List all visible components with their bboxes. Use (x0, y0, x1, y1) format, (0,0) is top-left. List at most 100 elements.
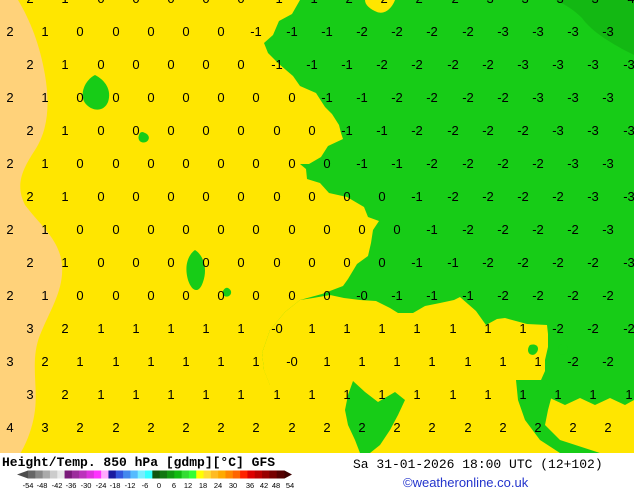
svg-text:1: 1 (343, 387, 350, 402)
svg-text:1: 1 (182, 354, 189, 369)
svg-text:1: 1 (61, 255, 68, 270)
svg-text:-2: -2 (462, 24, 474, 39)
svg-text:-2: -2 (411, 57, 423, 72)
svg-text:0: 0 (132, 255, 139, 270)
svg-text:-2: -2 (602, 354, 614, 369)
svg-text:0: 0 (308, 123, 315, 138)
svg-text:0: 0 (167, 189, 174, 204)
svg-text:-2: -2 (376, 0, 388, 6)
svg-text:-3: -3 (567, 90, 579, 105)
svg-text:-48: -48 (37, 481, 48, 489)
svg-text:2: 2 (61, 387, 68, 402)
svg-text:0: 0 (202, 57, 209, 72)
svg-text:1: 1 (378, 387, 385, 402)
svg-text:-0: -0 (271, 321, 283, 336)
svg-text:0: 0 (252, 288, 259, 303)
svg-text:2: 2 (6, 24, 13, 39)
svg-text:-2: -2 (391, 90, 403, 105)
svg-text:-2: -2 (497, 156, 509, 171)
svg-text:-1: -1 (306, 0, 318, 6)
svg-text:0: 0 (217, 222, 224, 237)
svg-text:3: 3 (41, 420, 48, 435)
svg-text:0: 0 (237, 57, 244, 72)
svg-text:1: 1 (237, 321, 244, 336)
svg-text:-0: -0 (356, 288, 368, 303)
svg-text:1: 1 (61, 0, 68, 6)
svg-text:0: 0 (76, 90, 83, 105)
svg-text:30: 30 (229, 481, 237, 489)
svg-text:-2: -2 (462, 156, 474, 171)
svg-text:1: 1 (519, 321, 526, 336)
svg-text:-2: -2 (567, 354, 579, 369)
svg-text:-2: -2 (447, 0, 459, 6)
svg-text:1: 1 (167, 321, 174, 336)
svg-text:-1: -1 (411, 189, 423, 204)
svg-text:0: 0 (132, 123, 139, 138)
svg-text:1: 1 (41, 90, 48, 105)
svg-text:0: 0 (182, 288, 189, 303)
svg-text:0: 0 (167, 123, 174, 138)
svg-text:-2: -2 (426, 90, 438, 105)
svg-text:-2: -2 (602, 288, 614, 303)
svg-text:0: 0 (323, 222, 330, 237)
svg-text:1: 1 (202, 321, 209, 336)
svg-text:1: 1 (273, 387, 280, 402)
svg-text:0: 0 (97, 189, 104, 204)
svg-text:0: 0 (393, 222, 400, 237)
svg-text:0: 0 (97, 57, 104, 72)
svg-text:0: 0 (237, 123, 244, 138)
svg-text:0: 0 (97, 123, 104, 138)
svg-text:-3: -3 (532, 90, 544, 105)
svg-text:-1: -1 (391, 288, 403, 303)
svg-text:-3: -3 (517, 57, 529, 72)
svg-text:1: 1 (308, 387, 315, 402)
svg-text:-1: -1 (271, 0, 283, 6)
svg-text:2: 2 (428, 420, 435, 435)
svg-text:0: 0 (167, 255, 174, 270)
svg-text:-3: -3 (623, 57, 634, 72)
svg-text:-4: -4 (623, 0, 634, 6)
svg-text:-2: -2 (341, 0, 353, 6)
svg-text:0: 0 (273, 189, 280, 204)
svg-text:-3: -3 (517, 0, 529, 6)
svg-text:-24: -24 (96, 481, 107, 489)
svg-text:1: 1 (499, 354, 506, 369)
svg-text:-3: -3 (623, 189, 634, 204)
svg-text:-1: -1 (356, 90, 368, 105)
svg-text:0: 0 (217, 288, 224, 303)
svg-text:-2: -2 (567, 288, 579, 303)
svg-text:-1: -1 (447, 255, 459, 270)
svg-text:-6: -6 (142, 481, 149, 489)
svg-text:0: 0 (202, 255, 209, 270)
svg-text:-1: -1 (321, 90, 333, 105)
svg-text:1: 1 (449, 387, 456, 402)
svg-text:2: 2 (534, 420, 541, 435)
svg-text:-2: -2 (356, 24, 368, 39)
svg-text:0: 0 (76, 222, 83, 237)
svg-text:0: 0 (76, 288, 83, 303)
svg-text:1: 1 (378, 321, 385, 336)
svg-text:36: 36 (246, 481, 254, 489)
svg-text:-3: -3 (602, 24, 614, 39)
svg-text:0: 0 (112, 156, 119, 171)
svg-text:0: 0 (132, 57, 139, 72)
svg-text:0: 0 (288, 222, 295, 237)
svg-text:-2: -2 (587, 255, 599, 270)
svg-text:1: 1 (252, 354, 259, 369)
svg-text:1: 1 (41, 222, 48, 237)
svg-text:0: 0 (76, 156, 83, 171)
svg-text:2: 2 (41, 354, 48, 369)
svg-text:-2: -2 (462, 222, 474, 237)
svg-text:0: 0 (378, 189, 385, 204)
svg-text:2: 2 (393, 420, 400, 435)
svg-text:-1: -1 (321, 24, 333, 39)
svg-text:2: 2 (358, 420, 365, 435)
svg-text:-2: -2 (426, 24, 438, 39)
svg-text:0: 0 (288, 288, 295, 303)
svg-text:0: 0 (202, 189, 209, 204)
svg-text:-3: -3 (587, 189, 599, 204)
svg-text:2: 2 (26, 255, 33, 270)
svg-text:1: 1 (61, 189, 68, 204)
svg-text:0: 0 (273, 123, 280, 138)
svg-text:-2: -2 (552, 189, 564, 204)
